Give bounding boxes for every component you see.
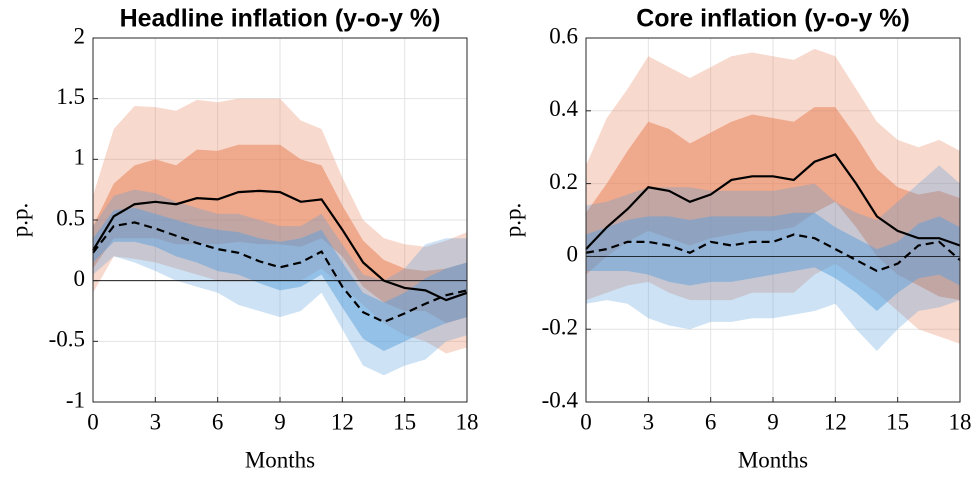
chart-title: Core inflation (y-o-y %) [636, 5, 910, 33]
x-tick-label: 0 [580, 409, 592, 434]
y-tick-label: -1 [66, 387, 85, 412]
y-tick-label: -0.5 [49, 327, 85, 352]
panel: 0 3 6 9 12 15 18 -1 -0.5 0 0.5 1 1.5 2 Headline inflat… [7, 5, 478, 473]
x-axis-label: Months [245, 447, 315, 472]
y-tick-label: 1.5 [56, 84, 85, 109]
x-tick-label: 9 [767, 409, 779, 434]
x-tick-label: 18 [456, 409, 479, 434]
x-tick-label: 18 [949, 409, 972, 434]
confidence-band [586, 212, 960, 311]
confidence-band [93, 144, 467, 324]
y-tick-label: 0 [567, 242, 579, 267]
x-tick-label: 6 [705, 409, 717, 434]
y-tick-label: 0.6 [549, 23, 578, 48]
y-axis-label: p.p. [7, 203, 32, 238]
x-tick-label: 12 [331, 409, 354, 434]
x-tick-label: 12 [824, 409, 847, 434]
series-line [585, 233, 961, 273]
series-line [92, 189, 468, 302]
x-tick-label: 15 [393, 409, 416, 434]
x-tick-label: 0 [87, 409, 99, 434]
series-line [585, 153, 961, 250]
y-tick-label: -0.4 [542, 387, 579, 412]
x-tick-label: 3 [643, 409, 655, 434]
x-tick-label: 15 [886, 409, 909, 434]
y-axis-label: p.p. [500, 203, 525, 238]
y-tick-label: -0.2 [542, 314, 578, 339]
x-tick-label: 3 [150, 409, 162, 434]
x-tick-label: 9 [274, 409, 286, 434]
y-tick-label: 0 [74, 266, 86, 291]
y-tick-label: 0.2 [549, 169, 578, 194]
chart-title: Headline inflation (y-o-y %) [120, 5, 441, 33]
series-line [92, 221, 468, 324]
confidence-band [586, 107, 960, 301]
x-axis-label: Months [738, 447, 808, 472]
x-tick-label: 6 [212, 409, 224, 434]
confidence-band [93, 207, 467, 352]
y-tick-label: 1 [74, 145, 86, 170]
y-tick-label: 0.4 [549, 96, 578, 121]
panel: 0 3 6 9 12 15 18 -0.4 -0.2 0 0.2 0.4 0.6 Core inflati… [500, 5, 971, 473]
y-tick-label: 0.5 [56, 205, 85, 230]
y-tick-label: 2 [74, 23, 86, 48]
